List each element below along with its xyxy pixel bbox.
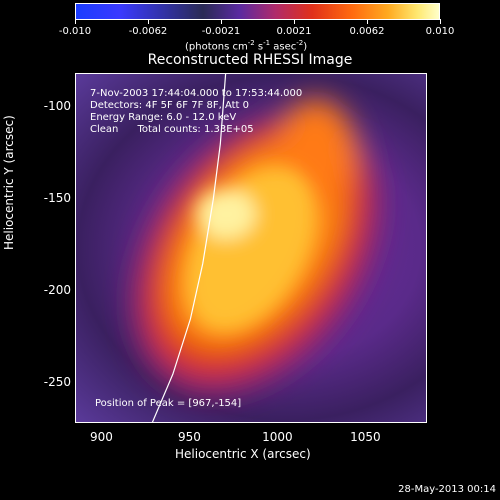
x-tick-label: 900 [89,430,113,444]
colorbar-tick-label: -0.010 [58,26,92,37]
timestamp-footer: 28-May-2013 00:14 [398,484,496,495]
annotation-clean: Clean Total counts: 1.33E+05 [90,124,254,135]
colorbar-tick-mark [294,19,295,24]
plot-area [75,73,427,423]
colorbar-tick-mark [221,19,222,24]
y-axis-label: Heliocentric Y (arcsec) [2,115,16,250]
colorbar-tick-label: -0.0062 [128,26,168,37]
colorbar-tick-label: -0.0021 [201,26,241,37]
colorbar-tick-mark [440,19,441,24]
annotation-energy: Energy Range: 6.0 - 12.0 keV [90,112,237,123]
colorbar-tick-mark [75,19,76,24]
annotation-peak: Position of Peak = [967,-154] [95,398,242,409]
emission-core [196,189,256,239]
colorbar-tick-label: 0.010 [425,26,455,37]
colorbar-label: (photons cm-2 s-1 asec-2) [185,39,308,53]
colorbar-tick-label: 0.0021 [276,26,312,37]
x-tick-label: 950 [177,430,201,444]
colorbar-tick-label: 0.0062 [349,26,385,37]
heatmap-svg [132,74,380,422]
colorbar-tick-mark [367,19,368,24]
colorbar [75,3,440,20]
annotation-time: 7-Nov-2003 17:44:04.000 to 17:53:44.000 [90,88,303,99]
x-tick-label: 1050 [350,430,381,444]
colorbar-tick-mark [148,19,149,24]
chart-title: Reconstructed RHESSI Image [147,52,353,68]
x-axis-label: Heliocentric X (arcsec) [175,447,311,461]
y-tick-label: -100 [43,99,71,114]
solar-limb-curve [151,74,227,422]
annotation-detectors: Detectors: 4F 5F 6F 7F 8F, Att 0 [90,100,250,111]
y-tick-label: -150 [43,191,71,206]
x-tick-label: 1000 [262,430,293,444]
y-tick-label: -250 [43,375,71,390]
y-tick-label: -200 [43,283,71,298]
